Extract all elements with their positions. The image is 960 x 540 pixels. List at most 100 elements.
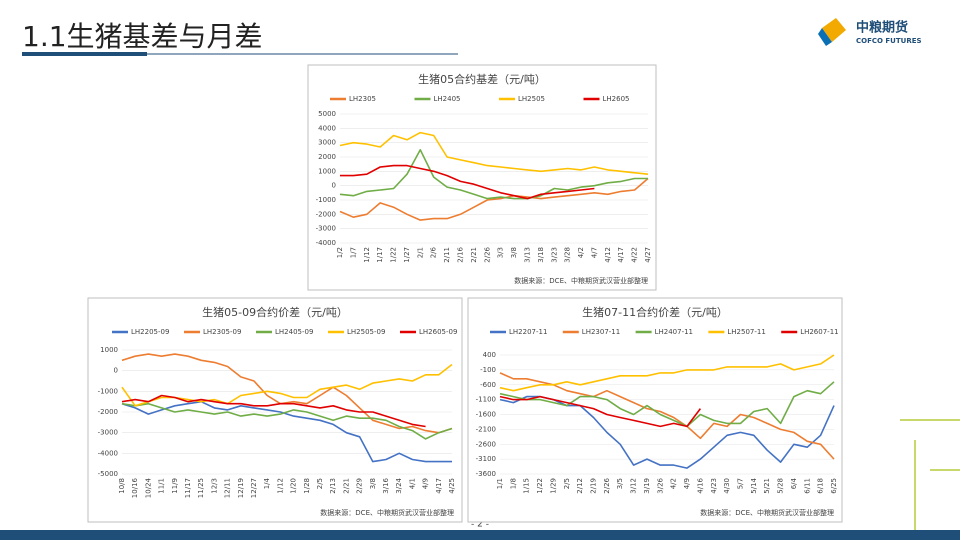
y-tick-label: 0: [114, 367, 118, 375]
x-tick-label: 4/17: [435, 478, 443, 494]
series-line: [499, 381, 835, 428]
x-tick-label: 4/2: [670, 478, 678, 489]
x-tick-label: 4/16: [696, 477, 704, 493]
y-tick-label: -2000: [98, 408, 118, 416]
legend-label: LH2507-11: [727, 328, 765, 336]
y-tick-label: -1000: [316, 196, 336, 204]
x-tick-label: 1/8: [509, 478, 517, 489]
x-tick-label: 4/17: [617, 247, 625, 263]
x-tick-label: 1/12: [363, 247, 371, 263]
x-tick-label: 6/4: [790, 477, 798, 489]
logo-en: COFCO FUTURES: [856, 37, 922, 45]
x-tick-label: 3/19: [643, 478, 651, 494]
chart-title: 生猪05合约基差（元/吨）: [418, 72, 546, 86]
y-tick-label: -4000: [98, 449, 118, 457]
y-tick-label: -3100: [476, 455, 496, 463]
x-tick-label: 3/24: [395, 477, 403, 493]
series-line: [499, 395, 702, 428]
series-line: [121, 400, 452, 463]
x-tick-label: 11/25: [197, 478, 205, 498]
series-line: [121, 353, 453, 434]
x-tick-label: 3/23: [550, 247, 558, 263]
x-tick-label: 4/1: [408, 478, 416, 489]
x-tick-label: 1/17: [376, 247, 384, 263]
legend-label: LH2505-09: [347, 328, 385, 336]
x-tick-label: 3/13: [523, 247, 531, 263]
series-line: [499, 354, 835, 392]
x-tick-label: 10/16: [131, 477, 139, 498]
series-line: [340, 164, 595, 200]
x-tick-label: 1/22: [390, 247, 398, 263]
x-tick-label: 2/29: [356, 478, 364, 494]
x-tick-label: 11/17: [184, 478, 192, 498]
decoration: [900, 419, 960, 530]
chart-frame: [87, 297, 463, 523]
x-tick-label: 11/9: [171, 478, 179, 494]
legend-label: LH2305-09: [203, 328, 241, 336]
x-tick-label: 12/3: [210, 478, 218, 494]
legend-label: LH2605: [603, 95, 630, 103]
x-tick-label: 3/12: [630, 478, 638, 494]
x-tick-label: 6/11: [803, 478, 811, 494]
source-note: 数据来源：DCE、中粮期货武汉营业部整理: [320, 508, 454, 517]
legend-label: LH2405-09: [275, 328, 313, 336]
x-tick-label: 2/1: [416, 247, 424, 258]
x-tick-label: 2/26: [483, 246, 491, 262]
x-tick-label: 10/8: [118, 478, 126, 494]
x-tick-label: 2/13: [329, 478, 337, 494]
x-tick-label: 2/21: [470, 247, 478, 263]
y-tick-label: -3000: [98, 429, 118, 437]
x-tick-label: 2/21: [342, 478, 350, 494]
title-bar: [22, 52, 147, 56]
x-tick-label: 1/27: [403, 247, 411, 263]
x-tick-label: 2/19: [590, 478, 598, 494]
x-tick-label: 5/21: [763, 478, 771, 494]
legend-label: LH2305: [349, 95, 376, 103]
y-tick-label: -1000: [98, 387, 118, 395]
y-tick-label: 400: [483, 351, 496, 359]
x-tick-label: 12/19: [237, 478, 245, 498]
y-tick-label: -2000: [316, 210, 336, 218]
y-tick-label: -2100: [476, 425, 496, 433]
x-tick-label: 1/1: [496, 478, 504, 489]
x-tick-label: 4/23: [710, 478, 718, 494]
y-tick-label: 4000: [318, 124, 336, 132]
x-tick-label: 5/14: [750, 477, 758, 493]
y-tick-label: -1100: [476, 396, 496, 404]
x-tick-label: 2/11: [443, 247, 451, 263]
x-tick-label: 3/5: [616, 478, 624, 489]
x-tick-label: 1/20: [290, 478, 298, 494]
y-tick-label: -4000: [316, 239, 336, 247]
page-number: - 2 -: [471, 520, 489, 530]
x-tick-label: 5/28: [777, 478, 785, 494]
y-tick-label: -3000: [316, 225, 336, 233]
x-tick-label: 4/9: [422, 478, 430, 489]
logo-mark: [822, 18, 846, 42]
legend-label: LH2407-11: [655, 328, 693, 336]
x-tick-label: 4/7: [590, 247, 598, 258]
x-tick-label: 1/29: [549, 478, 557, 494]
y-tick-label: 0: [332, 182, 336, 190]
legend-label: LH2405: [434, 95, 461, 103]
x-tick-label: 6/25: [830, 478, 838, 494]
x-tick-label: 2/5: [316, 478, 324, 489]
x-tick-label: 1/4: [263, 477, 271, 489]
x-tick-label: 5/7: [736, 478, 744, 489]
x-tick-label: 1/15: [523, 478, 531, 494]
x-tick-label: 11/1: [158, 478, 166, 494]
x-tick-label: 2/26: [603, 477, 611, 493]
series-line: [121, 402, 453, 440]
logo-cn: 中粮期货: [856, 20, 908, 36]
legend-label: LH2605-09: [419, 328, 457, 336]
x-tick-label: 2/16: [457, 246, 465, 262]
x-tick-label: 4/27: [644, 247, 652, 263]
y-tick-label: 1000: [318, 167, 336, 175]
y-tick-label: -3600: [476, 470, 496, 478]
chart-frame: [307, 64, 657, 291]
y-tick-label: 3000: [318, 139, 336, 147]
legend-label: LH2307-11: [582, 328, 620, 336]
logo-mark: [818, 28, 832, 46]
series-line: [499, 372, 835, 460]
